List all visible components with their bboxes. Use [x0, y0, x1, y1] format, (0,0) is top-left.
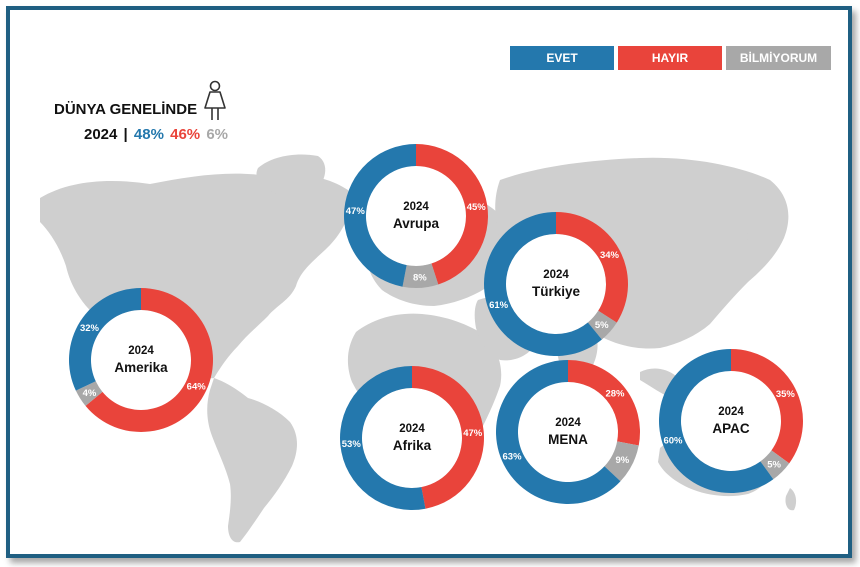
map-greenland [256, 154, 326, 198]
slice-avrupa-bilmiyorum [402, 263, 439, 288]
slice-t-rkiye-evet [484, 212, 602, 356]
world-year: 2024 [84, 126, 118, 143]
slice-afrika-evet [339, 366, 426, 510]
world-yes-value: 48% [133, 126, 164, 143]
slice-t-rkiye-bilmiyorum [587, 310, 617, 340]
slice-amerika-bilmiyorum [75, 381, 103, 406]
world-title: DÜNYA GENELİNDE [54, 101, 198, 118]
female-person-icon [204, 80, 226, 120]
legend-item-evet: EVET [510, 46, 614, 70]
label-apac-bilmiyorum: 5% [767, 460, 781, 471]
label-apac-evet: 60% [663, 435, 683, 446]
slice-amerika-evet [69, 288, 141, 391]
slice-mena-bilmiyorum [604, 441, 639, 482]
donut-center-afrika [362, 388, 462, 488]
label-amerika-bilmiyorum: 4% [83, 388, 97, 399]
donut-center-amerika [91, 310, 191, 410]
donut-apac: 35% 5% 60% 2024 APAC [659, 349, 803, 493]
label-apac-hayir: 35% [776, 389, 796, 400]
donut-charts-layer: 45% 8% 47% 2024 Avrupa 34% 5% 61% 2024 Türkiye 64%… [69, 144, 803, 510]
label-avrupa-evet: 47% [346, 206, 366, 217]
label-amerika-hayir: 64% [187, 381, 207, 392]
legend-item-hayir: HAYIR [618, 46, 722, 70]
slice-apac-hayir [731, 349, 803, 464]
slice-t-rkiye-hayir [556, 212, 628, 323]
slice-mena-evet [495, 360, 621, 504]
slice-apac-evet [659, 349, 774, 493]
donut-afrika: 47% 53% 2024 Afrika [339, 366, 484, 510]
label-afrika-evet: 53% [342, 439, 362, 450]
map-new-zealand [785, 488, 797, 511]
label-mena-hayir: 28% [605, 389, 625, 400]
label-afrika-hayir: 47% [463, 428, 483, 439]
donut-region-amerika: Amerika [114, 360, 168, 375]
donut-year-apac: 2024 [718, 406, 744, 418]
donut-region-mena: MENA [548, 432, 588, 447]
donut-region-apac: APAC [712, 421, 750, 436]
slice-apac-bilmiyorum [760, 450, 790, 480]
donut-region-avrupa: Avrupa [393, 216, 440, 231]
label-mena-bilmiyorum: 9% [615, 455, 629, 466]
donut-center-apac [681, 371, 781, 471]
donut-avrupa: 45% 8% 47% 2024 Avrupa [343, 144, 488, 288]
donut-region-afrika: Afrika [393, 438, 432, 453]
donut-t-rkiye: 34% 5% 61% 2024 Türkiye [484, 212, 628, 356]
donut-amerika: 64% 4% 32% 2024 Amerika [69, 288, 213, 433]
label-avrupa-hayir: 45% [467, 202, 487, 213]
world-no-value: 46% [170, 126, 201, 143]
map-japan [747, 224, 764, 258]
slice-avrupa-hayir [416, 144, 488, 285]
donut-mena: 28% 9% 63% 2024 MENA [495, 360, 640, 504]
world-dk-value: 6% [206, 126, 229, 143]
world-stats-row: 2024 | 48% 46% 6% [84, 126, 230, 143]
world-separator: | [123, 126, 128, 143]
label-t-rkiye-hayir: 34% [600, 250, 620, 261]
donut-year-t-rkiye: 2024 [543, 269, 569, 281]
label-mena-evet: 63% [503, 452, 523, 463]
map-south-america [207, 378, 297, 543]
label-avrupa-bilmiyorum: 8% [413, 272, 427, 283]
label-t-rkiye-bilmiyorum: 5% [595, 320, 609, 331]
donut-year-mena: 2024 [555, 417, 581, 429]
slice-avrupa-evet [343, 144, 416, 287]
slice-mena-hayir [568, 360, 640, 446]
donut-year-amerika: 2024 [128, 345, 154, 357]
slice-amerika-hayir [85, 288, 213, 433]
label-amerika-evet: 32% [80, 323, 100, 334]
donut-center-t-rkiye [506, 234, 606, 334]
legend: EVET HAYIR BİLMİYORUM [510, 46, 831, 70]
label-t-rkiye-evet: 61% [489, 300, 509, 311]
donut-center-mena [518, 382, 618, 482]
donut-year-avrupa: 2024 [403, 201, 429, 213]
map-north-america [40, 173, 350, 379]
donut-center-avrupa [366, 166, 466, 266]
donut-year-afrika: 2024 [399, 423, 425, 435]
legend-item-bilmiyorum: BİLMİYORUM [726, 46, 831, 70]
slice-afrika-hayir [412, 366, 484, 509]
donut-region-t-rkiye: Türkiye [532, 284, 581, 299]
